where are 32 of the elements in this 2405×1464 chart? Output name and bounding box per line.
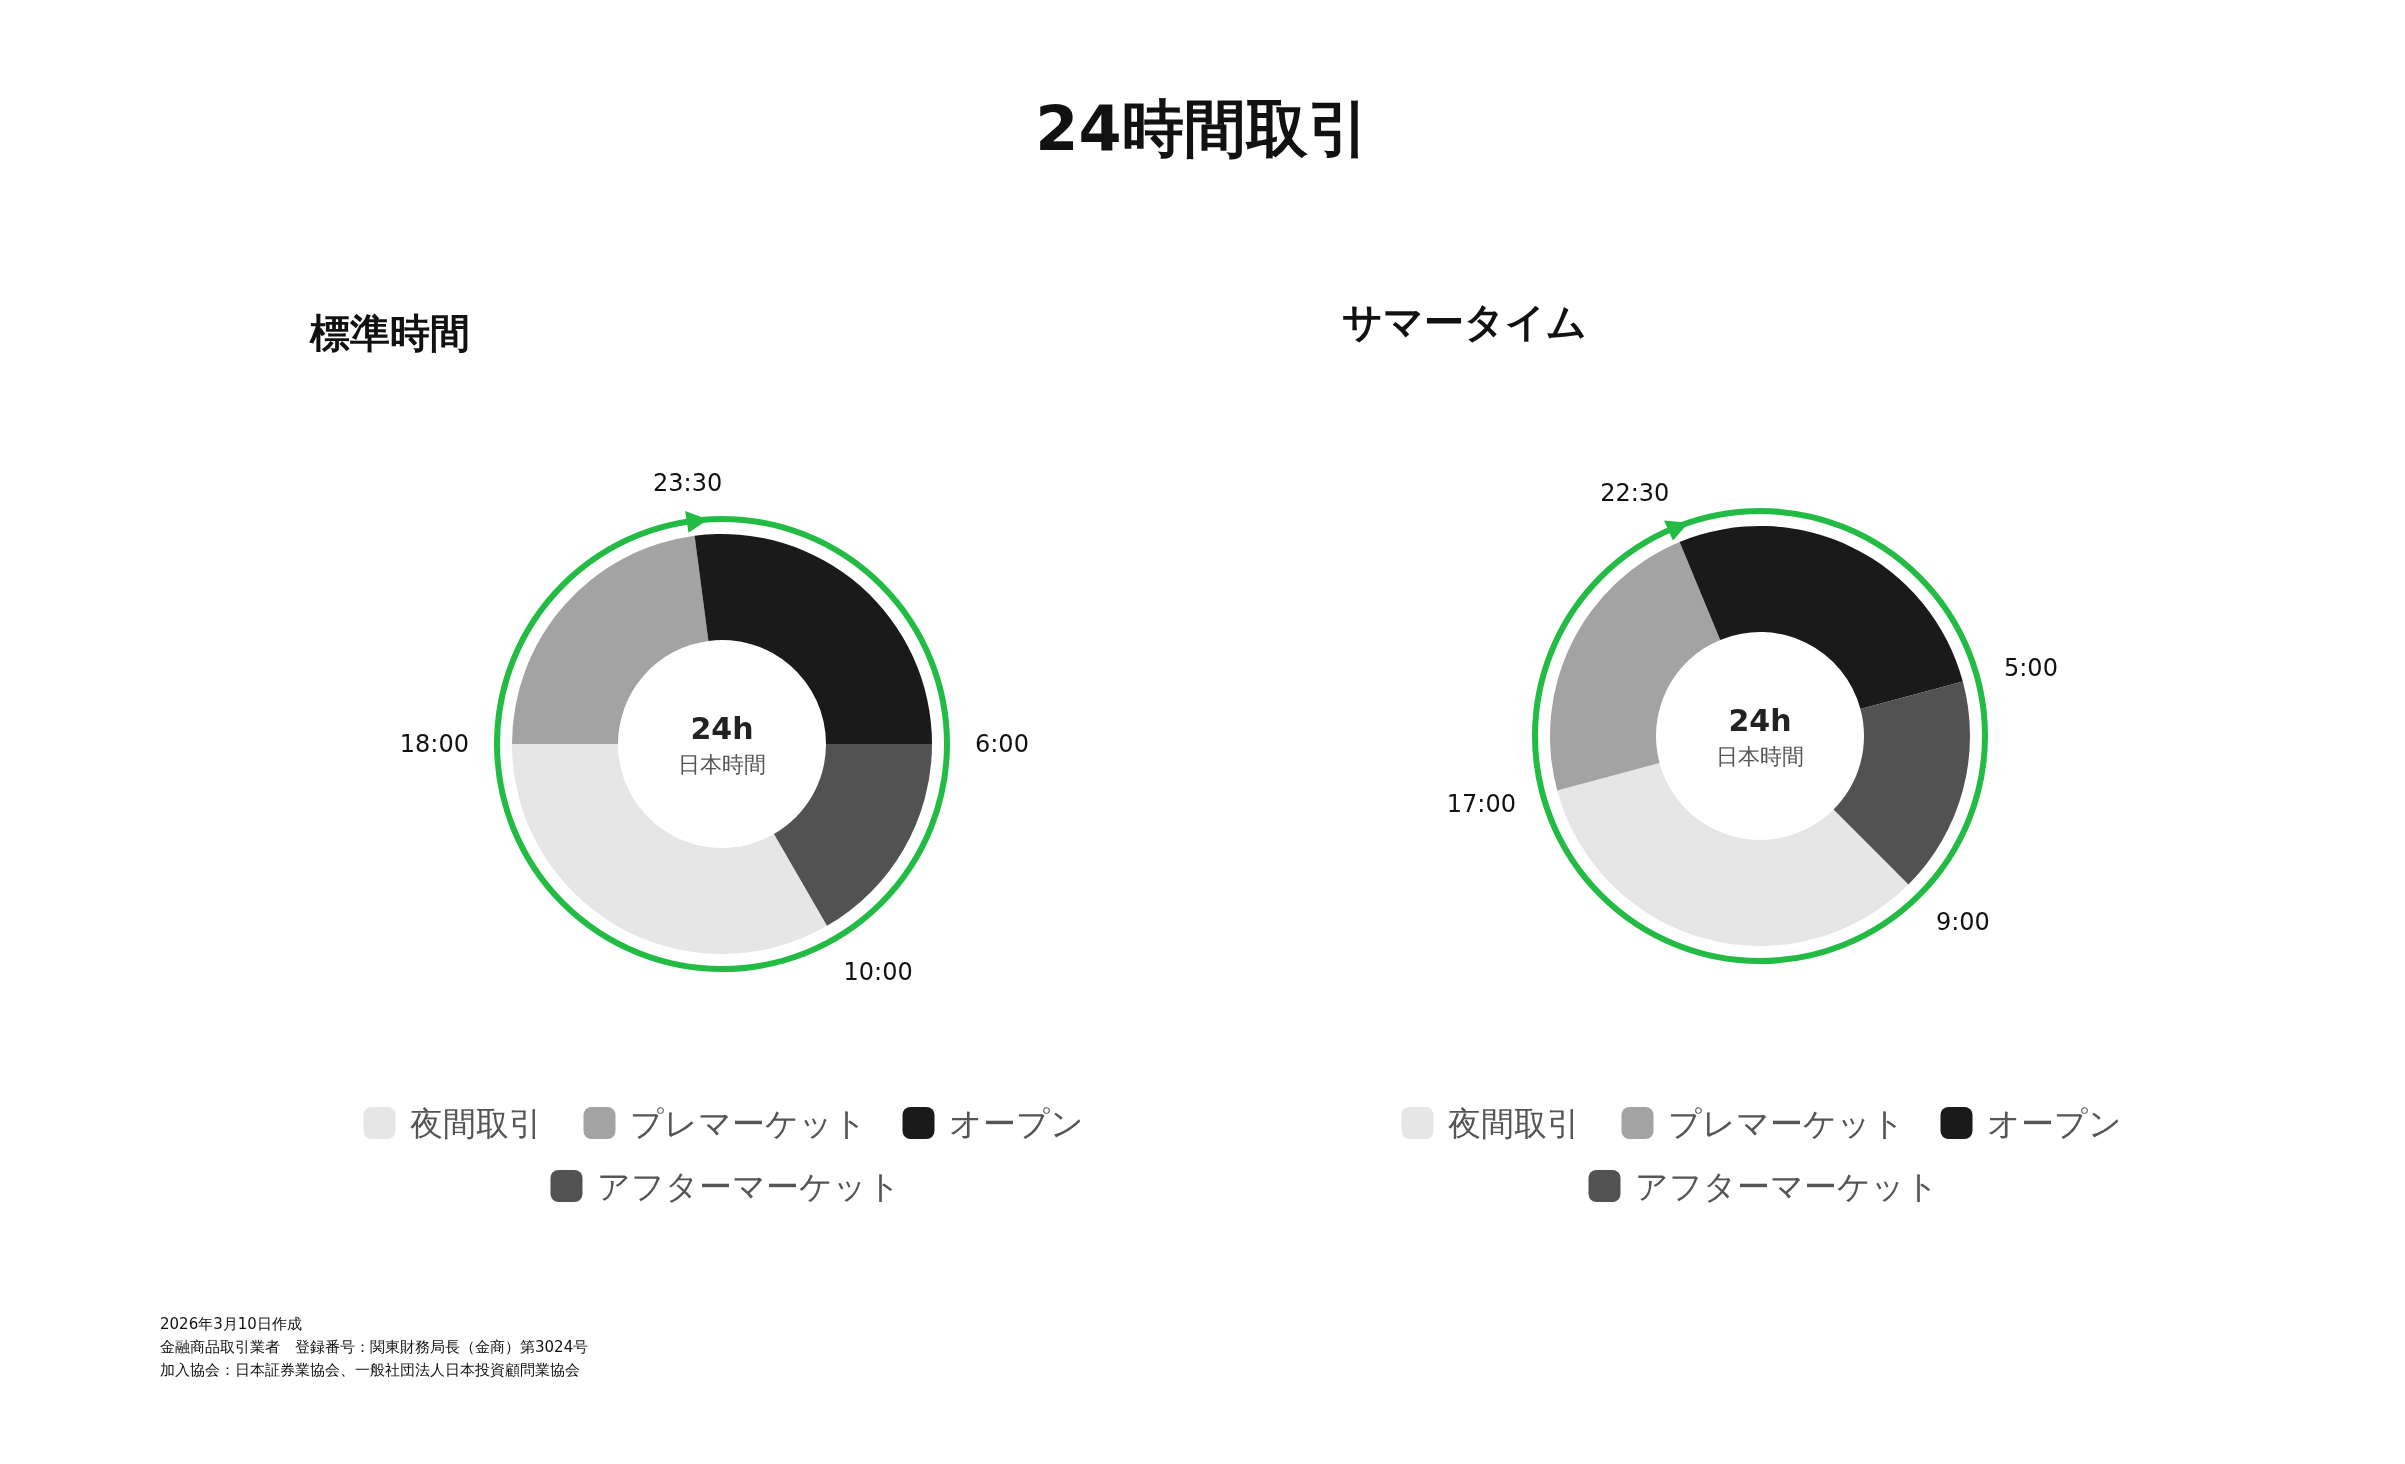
chart-subtitle: サマータイム <box>1342 299 1587 345</box>
text: 18:00 <box>399 730 469 759</box>
text: 9:00 <box>1935 907 1990 936</box>
legend-label: 夜間取引 <box>1447 1103 1580 1143</box>
text: 24h <box>690 710 754 746</box>
legend-label: アフターマーケット <box>1634 1166 1939 1206</box>
donut-slice <box>1679 526 1963 710</box>
donut-slice <box>1833 681 1970 885</box>
text: 17:00 <box>1446 790 1516 819</box>
text: 日本時間 <box>1716 743 1804 769</box>
text: 24h <box>1728 702 1792 738</box>
text: 2026年3月10日作成 <box>160 1315 302 1333</box>
text: 加入協会：日本証券業協会、一般社団法人日本投資顧問業協会 <box>160 1361 580 1379</box>
chart-subtitle: 標準時間 <box>309 310 470 356</box>
text: 10:00 <box>843 957 913 986</box>
donut-slice <box>512 744 827 954</box>
legend-label: オープン <box>1986 1103 2122 1143</box>
text: 日本時間 <box>678 751 766 777</box>
donut-slice <box>694 534 932 744</box>
legend-label: 夜間取引 <box>409 1103 542 1143</box>
text: 6:00 <box>975 729 1029 758</box>
text: 23:30 <box>653 469 723 498</box>
chart-title: 24時間取引 <box>1035 91 1370 165</box>
legend-label: プレマーケット <box>1667 1103 1905 1143</box>
legend-label: アフターマーケット <box>596 1166 901 1206</box>
text: 金融商品取引業者 登録番号：関東財務局長（金商）第3024号 <box>160 1338 589 1356</box>
text: 5:00 <box>2004 653 2058 682</box>
text: 22:30 <box>1600 479 1670 508</box>
donut-slice <box>774 743 932 926</box>
legend-label: プレマーケット <box>629 1103 867 1143</box>
legend-label: オープン <box>948 1103 1084 1143</box>
donut-slice <box>1550 541 1721 791</box>
